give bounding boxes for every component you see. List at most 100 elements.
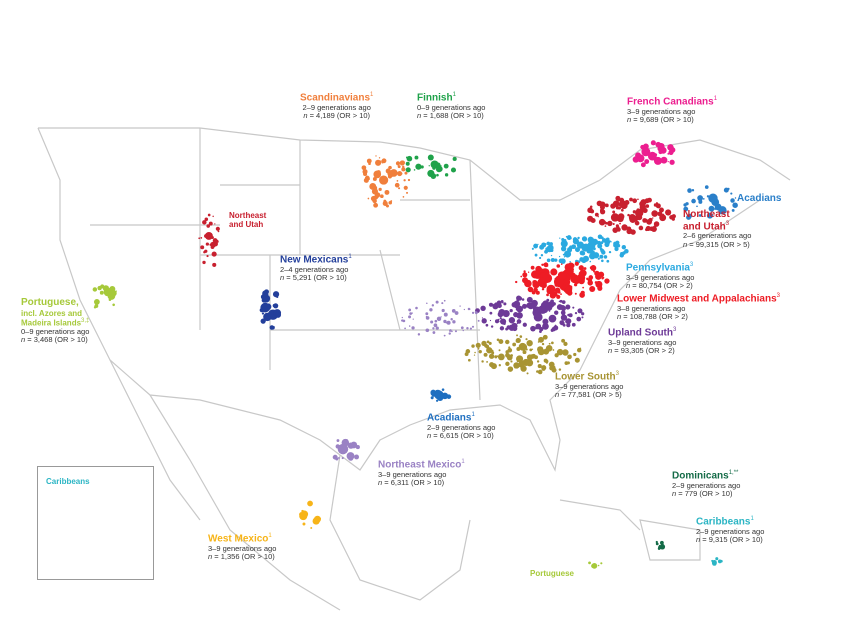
cluster-dot-lower_south [496, 338, 500, 342]
cluster-dot-acadians_ne [706, 195, 710, 198]
cluster-dot-upland_south [529, 299, 533, 302]
label-west-mexico: West Mexico1 3–9 generations ago n = 1,3… [208, 533, 277, 562]
boundary-line [559, 499, 641, 531]
cluster-dot-new_mexicans [260, 318, 266, 324]
label-lower-south: Lower South3 3–9 generations ago n = 77,… [555, 371, 624, 400]
cluster-dot-french_canadians [660, 150, 665, 154]
cluster-dot-scandinavians [389, 169, 398, 177]
cluster-dot-upland_south [494, 319, 500, 324]
cluster-dot-french_canadians [640, 156, 644, 160]
cluster-dot-scandinavians [361, 165, 367, 171]
cluster-dot-northeast_mexico [459, 305, 461, 307]
cluster-dot-scandinavians [401, 167, 406, 172]
cluster-dot-west_mexico [307, 500, 313, 507]
cluster-dot-lower_midwest [560, 293, 562, 296]
cluster-dot-acadians_la [435, 399, 439, 402]
cluster-dot-lower_midwest [556, 294, 561, 299]
cluster-dot-finnish [436, 173, 439, 177]
cluster-dot-dominicans [657, 547, 661, 550]
cluster-dot-upland_south [548, 310, 551, 312]
cluster-dot-west_mexico [300, 512, 307, 519]
cluster-dot-northeast_utah [671, 214, 676, 219]
cluster-dot-northeast_utah_west [212, 238, 218, 243]
cluster-dot-northeast_utah_west [211, 251, 217, 257]
cluster-dot-upland_south [550, 328, 554, 332]
cluster-dot-pennsylvania [619, 253, 624, 258]
cluster-dot-acadians_ne [683, 206, 689, 212]
cluster-dot-northeast_mexico [341, 456, 344, 460]
cluster-dot-lower_south [538, 336, 544, 343]
cluster-dot-upland_south [562, 323, 566, 327]
cluster-dot-lower_midwest [556, 264, 561, 268]
cluster-dot-upland_south [490, 325, 494, 328]
cluster-dot-lower_midwest [540, 268, 544, 272]
cluster-dot-pennsylvania [581, 258, 587, 264]
cluster-dot-lower_midwest [595, 273, 602, 280]
cluster-dot-upland_south [560, 310, 566, 316]
cluster-dot-northeast_utah [645, 204, 650, 208]
cluster-dot-lower_south [566, 361, 570, 365]
cluster-dot-lower_south [525, 338, 528, 341]
cluster-dot-northeast_mexico [344, 448, 347, 451]
cluster-dot-acadians_ne [702, 198, 705, 200]
cluster-dot-lower_midwest [582, 286, 585, 289]
label-scandinavians: Scandinavians1 2–9 generations ago n = 4… [300, 92, 374, 121]
cluster-dot-lower_midwest [541, 263, 544, 266]
cluster-dot-lower_south [556, 348, 564, 356]
cluster-dot-lower_midwest [562, 278, 571, 286]
cluster-dot-northeast_mexico [443, 312, 448, 317]
cluster-dot-northeast_utah [612, 210, 616, 214]
cluster-dot-scandinavians [384, 189, 390, 195]
cluster-dot-pennsylvania [533, 243, 539, 249]
cluster-dot-northeast_utah_west [205, 242, 209, 246]
cluster-dot-scandinavians [402, 195, 405, 198]
cluster-dot-finnish [452, 156, 457, 162]
cluster-dot-lower_south [573, 352, 577, 357]
cluster-dot-northeast_utah [652, 217, 654, 219]
cluster-dot-northeast_mexico [345, 439, 349, 443]
cluster-dot-pennsylvania [566, 235, 572, 240]
cluster-dot-lower_south [512, 342, 517, 347]
cluster-dot-northeast_utah [604, 221, 608, 225]
cluster-dot-french_canadians [641, 147, 651, 157]
cluster-dot-acadians_la [443, 395, 447, 399]
cluster-dot-pennsylvania [587, 236, 594, 243]
cluster-dot-pennsylvania [558, 255, 561, 258]
cluster-dot-northeast_utah [629, 197, 633, 202]
cluster-dot-northeast_mexico [432, 331, 436, 334]
cluster-dot-upland_south [548, 314, 557, 323]
cluster-dot-lower_midwest [578, 271, 584, 276]
cluster-dot-acadians_ne [697, 195, 704, 201]
cluster-dot-finnish [405, 156, 408, 159]
cluster-dot-upland_south [503, 322, 506, 325]
cluster-dot-northeast_utah [610, 203, 616, 209]
cluster-dot-pennsylvania [621, 244, 627, 250]
cluster-dot-lower_midwest [537, 277, 547, 288]
cluster-dot-scandinavians [378, 157, 381, 159]
cluster-dot-portuguese [102, 285, 110, 292]
cluster-dot-finnish [450, 167, 457, 173]
cluster-dot-northeast_utah [600, 203, 603, 206]
cluster-dot-northeast_utah [627, 213, 630, 217]
cluster-dot-pennsylvania [614, 246, 619, 252]
cluster-dot-scandinavians [363, 177, 369, 183]
cluster-dot-lower_south [478, 349, 482, 354]
cluster-dot-acadians_ne [696, 205, 698, 208]
cluster-dot-northeast_utah [590, 217, 596, 224]
cluster-dot-lower_midwest [574, 292, 577, 295]
cluster-dot-upland_south [511, 301, 518, 308]
label-northeast-utah-west: Northeast and Utah [229, 211, 267, 230]
cluster-dot-upland_south [499, 317, 502, 320]
cluster-dot-acadians_ne [708, 193, 718, 203]
cluster-dot-lower_midwest [522, 272, 528, 278]
cluster-dot-northeast_utah [635, 208, 644, 218]
cluster-dot-lower_midwest [578, 265, 584, 271]
cluster-dot-northeast_mexico [412, 318, 414, 320]
cluster-dot-northeast_mexico [452, 320, 456, 324]
cluster-dot-upland_south [502, 310, 510, 318]
cluster-dot-pennsylvania [575, 247, 581, 253]
cluster-dot-northeast_mexico [417, 333, 421, 336]
cluster-dot-upland_south [559, 306, 563, 310]
cluster-dot-lower_midwest [579, 292, 585, 298]
